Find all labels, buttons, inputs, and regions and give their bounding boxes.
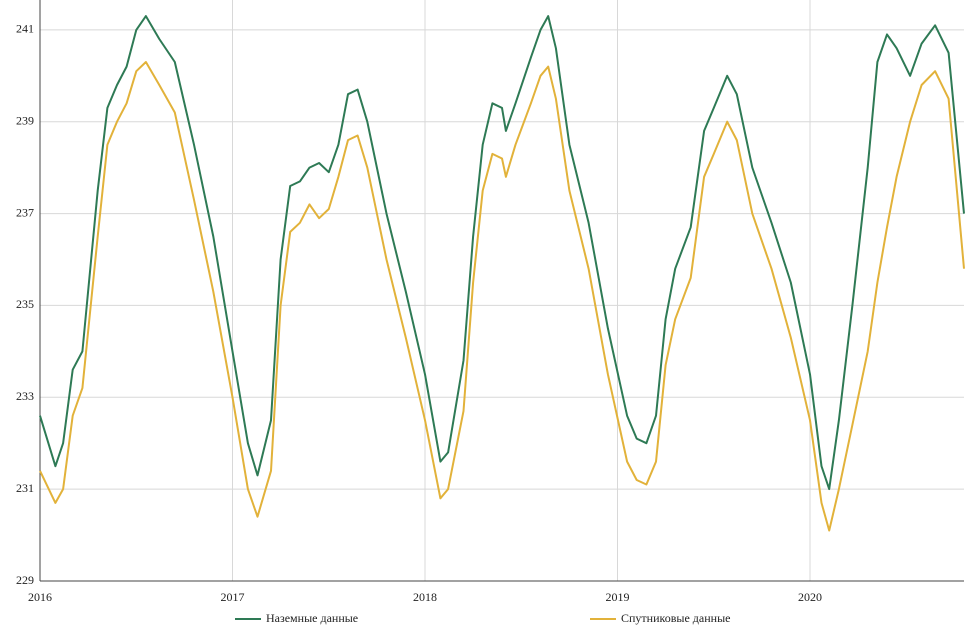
y-tick-label: 229 — [16, 573, 34, 587]
x-tick-label: 2017 — [221, 590, 245, 604]
series-line — [39, 61, 965, 532]
series-line — [39, 15, 965, 491]
y-tick-label: 231 — [16, 481, 34, 495]
x-tick-label: 2019 — [606, 590, 630, 604]
x-tick-label: 2018 — [413, 590, 437, 604]
x-tick-label: 2016 — [28, 590, 52, 604]
y-tick-label: 241 — [16, 22, 34, 36]
x-tick-label: 2020 — [798, 590, 822, 604]
y-tick-label: 239 — [16, 113, 34, 127]
y-tick-label: 237 — [16, 205, 34, 219]
legend-label: Спутниковые данные — [621, 611, 730, 625]
legend-label: Наземные данные — [266, 611, 358, 625]
y-tick-label: 235 — [16, 297, 34, 311]
y-tick-label: 233 — [16, 389, 34, 403]
